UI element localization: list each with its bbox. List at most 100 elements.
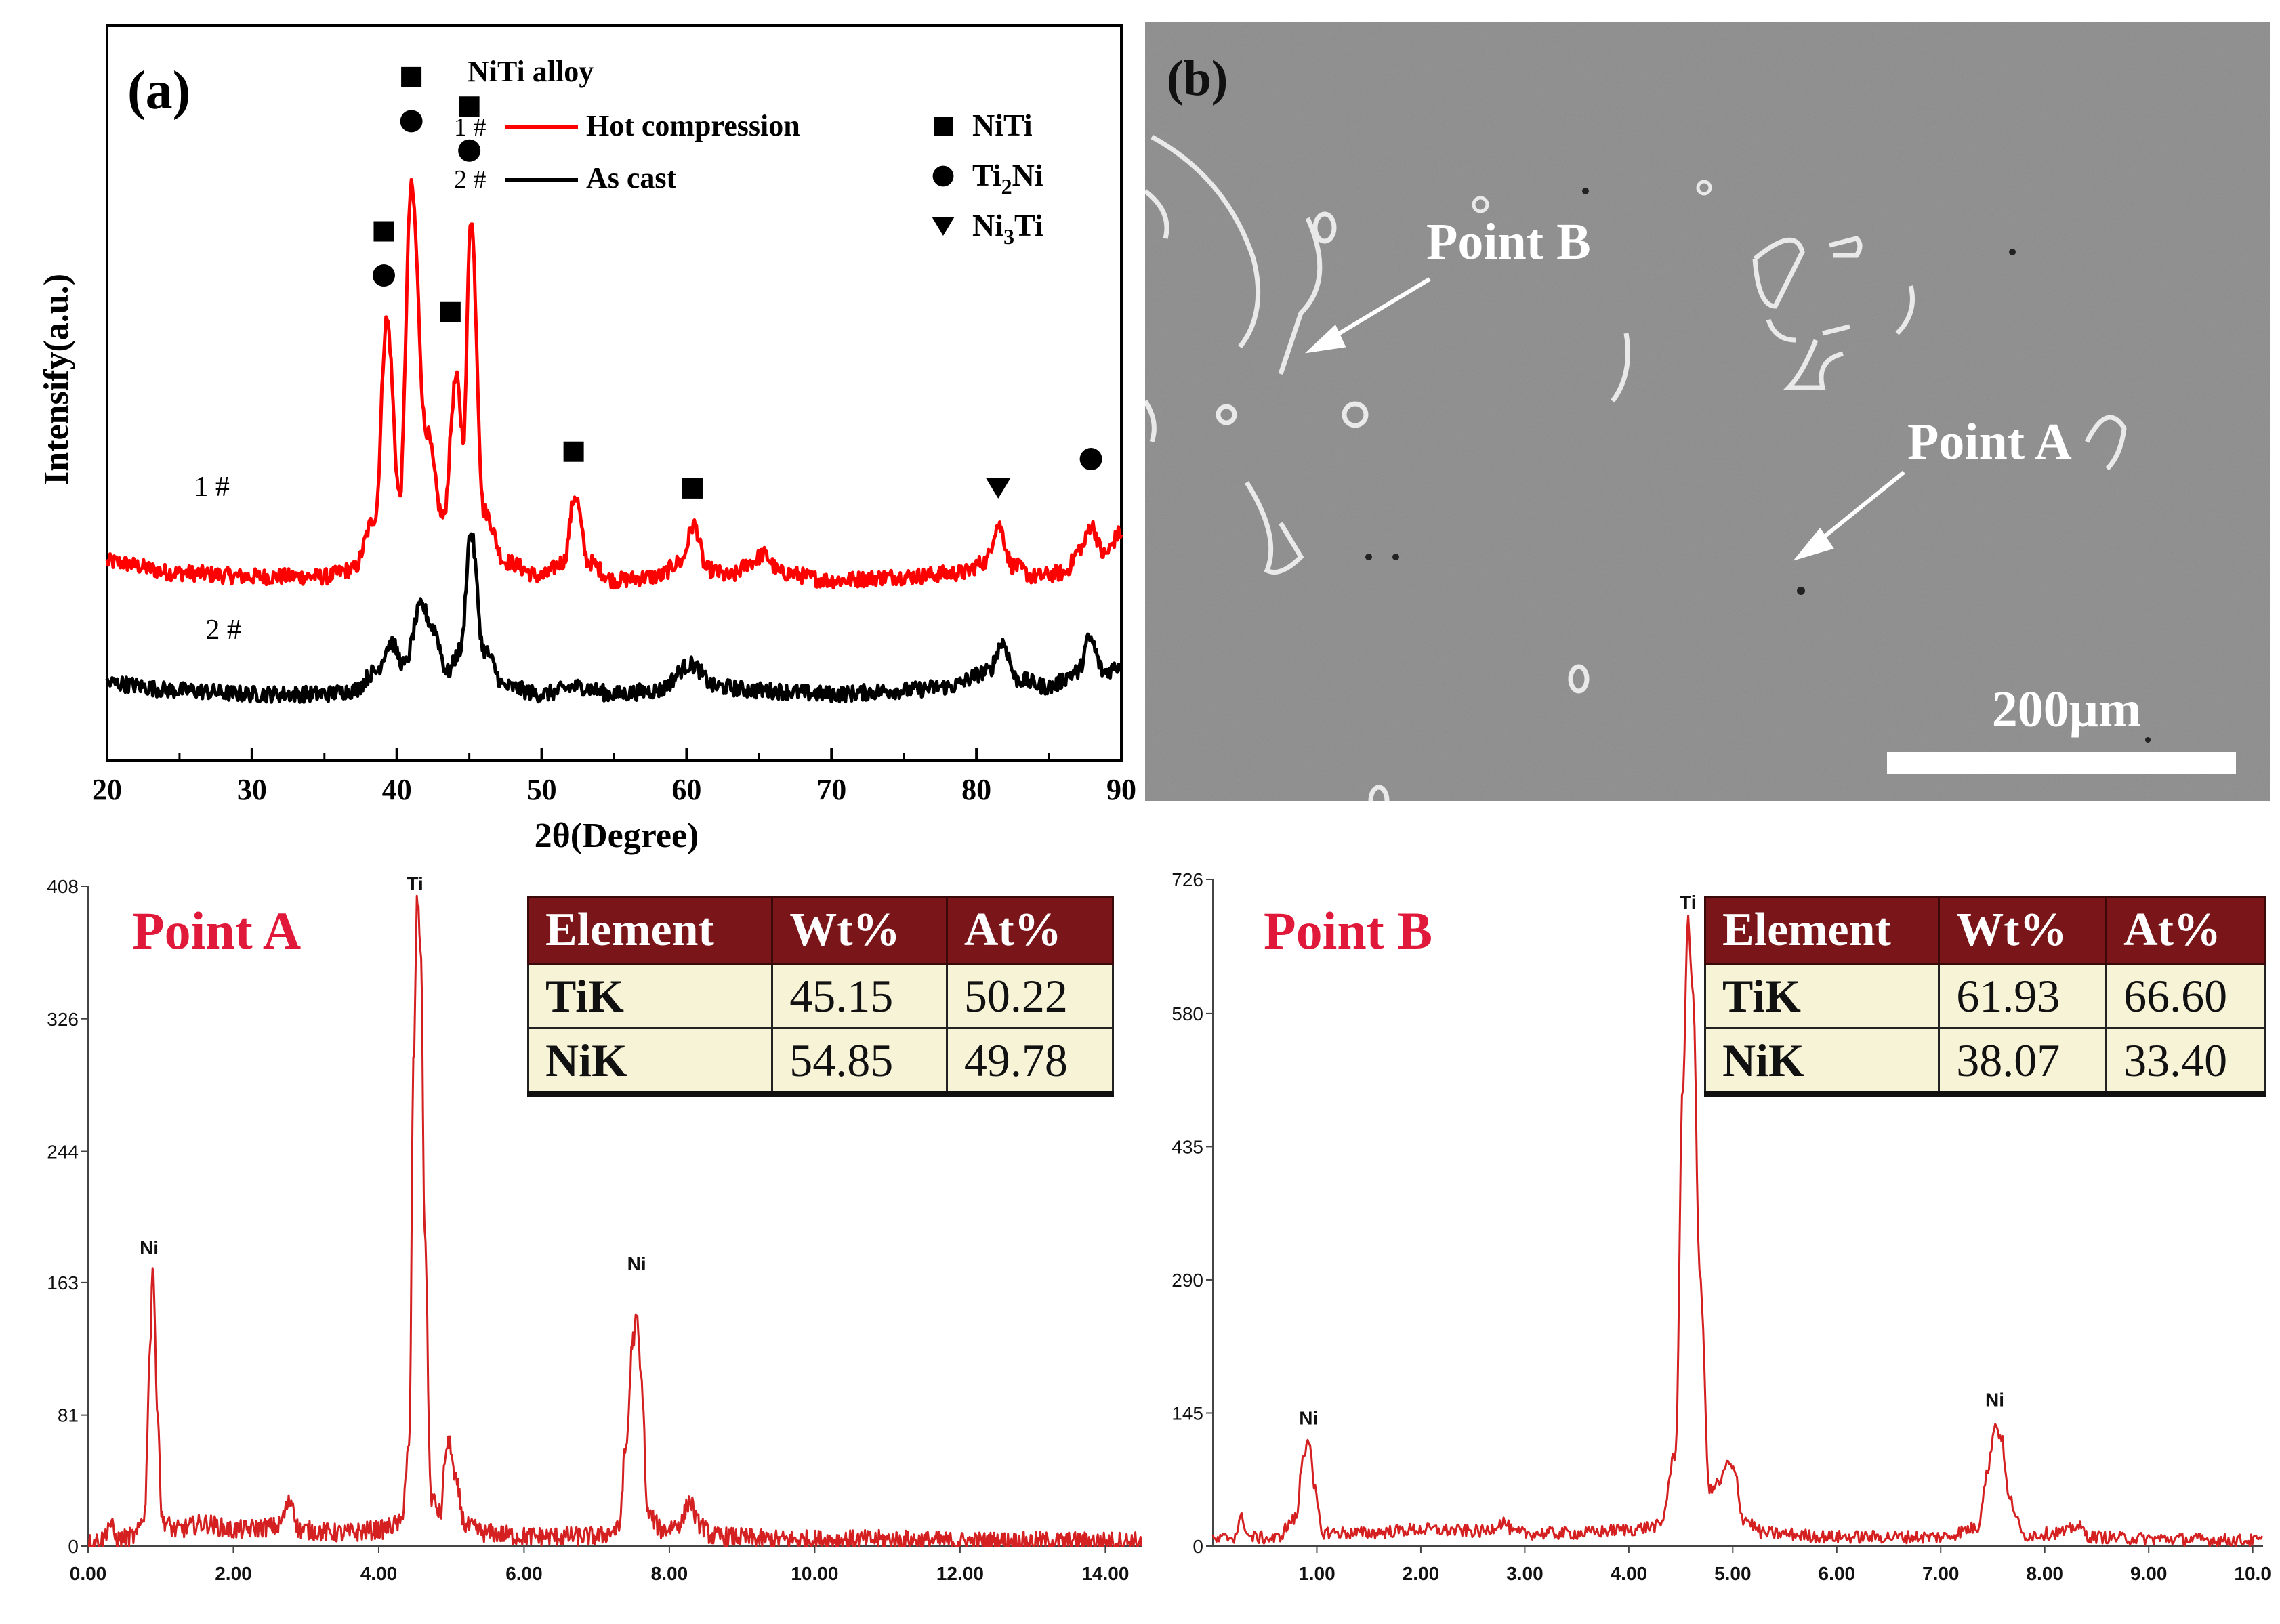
eds-b-x-tick-label: 5.00: [1714, 1563, 1752, 1584]
eds-b-x-tick-label: 2.00: [1403, 1563, 1440, 1584]
eds-a-cell: 45.15: [771, 963, 948, 1029]
xrd-phase-legend-label: NiTi: [972, 108, 1033, 142]
eds-a-cell: NiK: [526, 1027, 774, 1097]
sem-pit: [2145, 737, 2151, 743]
eds-a-peak-label: Ni: [627, 1253, 646, 1274]
eds-a-x-tick-label: 6.00: [505, 1563, 543, 1584]
sem-point-a-label: Point A: [1907, 413, 2072, 470]
eds-b-cell: 66.60: [2105, 963, 2266, 1029]
eds-point-b-chart: 0 145 290 435 580 726 1.00 2.00 3.00 4.00 5.00 6.00…: [1172, 869, 2271, 1584]
eds-a-y-tick-label: 326: [47, 1009, 79, 1030]
eds-a-x-tick-label: 8.00: [651, 1563, 688, 1584]
sem-particle: [1151, 134, 1261, 349]
xrd-x-tick-label: 40: [382, 773, 412, 806]
eds-b-x-tick-label: 6.00: [1819, 1563, 1856, 1584]
xrd-phase-legend-circle-icon: [932, 165, 954, 187]
eds-b-x-tick-label: 8.00: [2026, 1563, 2063, 1584]
eds-a-y-tick-label: 163: [47, 1272, 79, 1293]
xrd-phase-marker-niti: [373, 221, 394, 242]
xrd-x-tick-label: 80: [961, 773, 991, 806]
sem-pit: [2009, 249, 2016, 255]
eds-b-y-tick-label: 0: [1193, 1536, 1203, 1557]
xrd-phase-marker-ti2ni: [372, 264, 395, 287]
eds-point-a-table: Element Wt% At% TiK 45.15 50.22 NiK 54.8…: [526, 896, 1115, 1097]
eds-a-y-tick-label: 81: [58, 1405, 79, 1426]
sem-particles: [1145, 134, 2127, 801]
xrd-x-tick-label: 60: [671, 773, 701, 806]
xrd-series-legend-id: 1 #: [454, 113, 486, 142]
sem-particle: [1145, 189, 1169, 239]
sem-pit: [1392, 554, 1399, 560]
eds-a-table-row: NiK 54.85 49.78: [526, 1027, 1115, 1097]
xrd-x-tick-label: 70: [816, 773, 846, 806]
sem-particle: [1342, 401, 1369, 428]
eds-b-x-tick-label: 9.00: [2130, 1563, 2168, 1584]
eds-a-y-tick-label: 408: [47, 876, 79, 897]
sem-particle: [1766, 318, 1796, 343]
eds-point-b-table: Element Wt% At% TiK 61.93 66.60 NiK 38.0…: [1703, 896, 2266, 1097]
sem-pit: [1797, 587, 1805, 595]
xrd-phase-marker-ti2ni: [400, 110, 423, 133]
sem-point-b-label: Point B: [1426, 213, 1591, 270]
eds-a-cell: TiK: [526, 963, 774, 1029]
eds-b-x-tick-label: 3.00: [1506, 1563, 1543, 1584]
xrd-phase-marker-ti2ni: [458, 139, 481, 162]
eds-b-peak-label: Ni: [1985, 1389, 2004, 1410]
eds-b-header-element: Element: [1703, 896, 1941, 965]
eds-b-cell: 61.93: [1938, 963, 2108, 1029]
xrd-series-legend-id: 2 #: [454, 165, 486, 194]
xrd-panel-label: (a): [127, 61, 190, 121]
sem-arrow-point-b: [1304, 277, 1431, 354]
sem-image: (b) Point B Point A 200μm: [1145, 22, 2270, 801]
eds-b-title: Point B: [1264, 901, 1432, 960]
eds-b-table-header: Element Wt% At%: [1703, 896, 2266, 965]
xrd-phase-legend: NiTi Ti2Ni Ni3Ti: [932, 108, 1043, 249]
xrd-curve-label: 1 #: [194, 472, 230, 503]
xrd-phase-legend-triangle-icon: [932, 217, 955, 236]
eds-b-header-at: At%: [2105, 896, 2266, 965]
eds-a-table-row: TiK 45.15 50.22: [526, 963, 1115, 1029]
xrd-phase-legend-label: Ni3Ti: [972, 208, 1043, 249]
xrd-phase-marker-niti: [440, 301, 461, 322]
sem-particle: [1312, 211, 1337, 244]
eds-b-y-tick-label: 290: [1172, 1270, 1203, 1291]
sem-particle: [1822, 324, 1850, 336]
xrd-x-tick-label: 20: [92, 773, 122, 806]
xrd-x-tick-label: 50: [527, 773, 557, 806]
eds-a-x-tick-label: 14.00: [1081, 1563, 1129, 1584]
sem-particle: [1611, 333, 1630, 403]
eds-b-y-tick-label: 435: [1172, 1136, 1203, 1157]
xrd-phase-marker-niti: [459, 96, 480, 117]
eds-a-header-at: At%: [945, 896, 1115, 965]
xrd-phase-marker-niti: [563, 441, 584, 462]
eds-b-cell: 38.07: [1938, 1027, 2108, 1097]
sem-particle: [1568, 664, 1590, 694]
xrd-legend-title: NiTi alloy: [468, 55, 594, 88]
eds-b-cell: 33.40: [2105, 1027, 2266, 1097]
eds-a-peak-label: Ti: [407, 873, 423, 894]
eds-a-title: Point A: [132, 901, 301, 960]
eds-a-peak-label: Ni: [140, 1237, 159, 1258]
eds-b-x-tick-label: 1.00: [1298, 1563, 1335, 1584]
eds-b-y-tick-label: 726: [1172, 869, 1203, 890]
eds-a-x-tick-label: 0.00: [70, 1563, 107, 1584]
eds-a-x-tick-label: 10.00: [791, 1563, 838, 1584]
eds-a-cell: 49.78: [945, 1027, 1115, 1097]
xrd-series-legend-label: Hot compression: [586, 109, 800, 142]
sem-scale-bar-label: 200μm: [1992, 681, 2141, 738]
xrd-series-line-2: [105, 532, 1123, 704]
eds-b-y-tick-label: 580: [1172, 1003, 1203, 1024]
sem-scale-bar: [1887, 752, 2236, 774]
sem-pit: [1365, 554, 1372, 560]
eds-b-spectrum-line: [1211, 914, 2264, 1547]
sem-panel-label: (b): [1167, 51, 1228, 106]
eds-a-x-tick-label: 2.00: [215, 1563, 252, 1584]
eds-a-y-tick-label: 244: [47, 1142, 79, 1163]
xrd-x-tick-label: 90: [1106, 773, 1136, 806]
xrd-series-legend-label: As cast: [586, 161, 677, 194]
eds-a-x-tick-label: 4.00: [360, 1563, 398, 1584]
xrd-x-tick-label: 30: [237, 773, 267, 806]
eds-b-cell: NiK: [1703, 1027, 1941, 1097]
eds-b-table-row: NiK 38.07 33.40: [1703, 1027, 2266, 1097]
eds-a-table-header: Element Wt% At%: [526, 896, 1115, 965]
